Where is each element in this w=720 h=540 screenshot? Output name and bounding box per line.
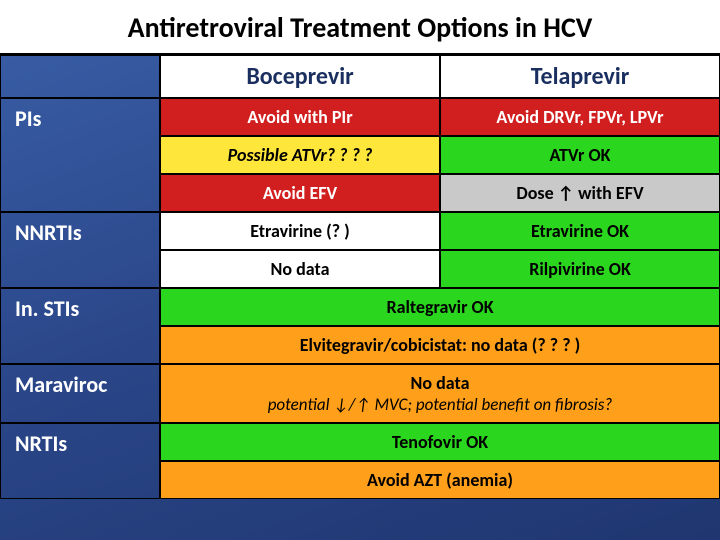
pis-boceprevir-2: Possible ATVr? ? ? ? bbox=[160, 136, 440, 174]
pis-telaprevir-2: ATVr OK bbox=[440, 136, 720, 174]
header-telaprevir: Telaprevir bbox=[440, 55, 720, 98]
maraviroc-row: No data potential ↓/↑ MVC; potential ben… bbox=[160, 364, 720, 423]
nnrtis-boceprevir-2: No data bbox=[160, 250, 440, 288]
nrtis-row-2: Avoid AZT (anemia) bbox=[160, 461, 720, 499]
slide-title: Antiretroviral Treatment Options in HCV bbox=[0, 0, 720, 55]
row-label-nnrtis: NNRTIs bbox=[0, 212, 160, 288]
pis-boceprevir-1: Avoid with PIr bbox=[160, 98, 440, 136]
instis-row-1: Raltegravir OK bbox=[160, 288, 720, 326]
maraviroc-sub: potential ↓/↑ MVC; potential benefit on … bbox=[165, 394, 715, 415]
header-boceprevir: Boceprevir bbox=[160, 55, 440, 98]
row-label-instis: In. STIs bbox=[0, 288, 160, 364]
nnrtis-telaprevir-1: Etravirine OK bbox=[440, 212, 720, 250]
row-label-pis: PIs bbox=[0, 98, 160, 212]
pis-telaprevir-3: Dose ↑ with EFV bbox=[440, 174, 720, 212]
pis-telaprevir-1: Avoid DRVr, FPVr, LPVr bbox=[440, 98, 720, 136]
maraviroc-top: No data bbox=[411, 372, 470, 394]
nrtis-row-1: Tenofovir OK bbox=[160, 423, 720, 461]
nnrtis-telaprevir-2: Rilpivirine OK bbox=[440, 250, 720, 288]
pis-boceprevir-3: Avoid EFV bbox=[160, 174, 440, 212]
row-label-nrtis: NRTIs bbox=[0, 423, 160, 499]
treatment-table: Boceprevir Telaprevir PIs Avoid with PIr… bbox=[0, 55, 720, 499]
nnrtis-boceprevir-1: Etravirine (? ) bbox=[160, 212, 440, 250]
instis-row-2: Elvitegravir/cobicistat: no data (? ? ? … bbox=[160, 326, 720, 364]
row-label-maraviroc: Maraviroc bbox=[0, 364, 160, 423]
header-empty bbox=[0, 55, 160, 98]
